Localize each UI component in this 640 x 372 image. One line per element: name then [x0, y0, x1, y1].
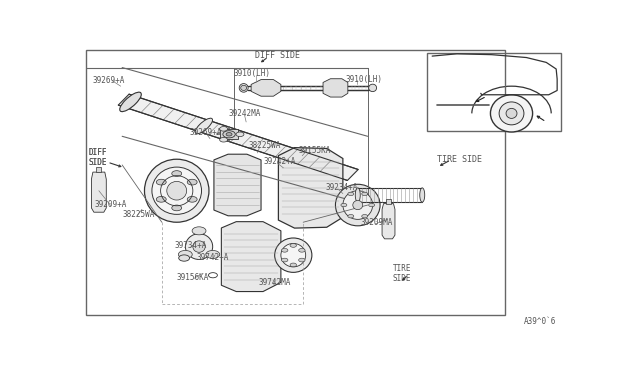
- Text: 39242MA: 39242MA: [229, 109, 261, 118]
- Ellipse shape: [282, 258, 288, 262]
- Ellipse shape: [236, 132, 244, 137]
- Ellipse shape: [226, 132, 232, 136]
- Ellipse shape: [290, 244, 296, 247]
- Text: 39242+A: 39242+A: [264, 157, 296, 166]
- Polygon shape: [118, 94, 358, 180]
- Text: 39209+A: 39209+A: [95, 200, 127, 209]
- Ellipse shape: [282, 248, 288, 252]
- Ellipse shape: [369, 84, 376, 92]
- Ellipse shape: [167, 182, 187, 200]
- Ellipse shape: [353, 201, 363, 210]
- Ellipse shape: [348, 215, 354, 218]
- Ellipse shape: [281, 243, 306, 267]
- Ellipse shape: [188, 179, 197, 185]
- Bar: [428, 53, 561, 131]
- Text: 39734+A: 39734+A: [174, 241, 207, 250]
- Text: A39^0`6: A39^0`6: [524, 317, 556, 326]
- Text: DIFF
SIDE: DIFF SIDE: [89, 148, 108, 167]
- Polygon shape: [323, 79, 348, 97]
- Bar: [86, 50, 505, 315]
- Text: TIRE
SIDE: TIRE SIDE: [392, 264, 411, 283]
- Ellipse shape: [420, 188, 425, 202]
- Ellipse shape: [179, 250, 192, 259]
- Text: 39269+A: 39269+A: [189, 128, 221, 137]
- Text: 38225WA: 38225WA: [249, 141, 281, 150]
- Ellipse shape: [172, 171, 182, 176]
- Ellipse shape: [275, 238, 312, 272]
- Ellipse shape: [220, 126, 228, 131]
- Ellipse shape: [369, 203, 374, 207]
- Polygon shape: [214, 154, 261, 216]
- Text: 39155KA: 39155KA: [298, 145, 331, 154]
- Ellipse shape: [362, 215, 367, 218]
- Polygon shape: [382, 203, 395, 239]
- Ellipse shape: [188, 196, 197, 202]
- Ellipse shape: [348, 192, 354, 196]
- Text: 39742+A: 39742+A: [196, 253, 229, 262]
- Ellipse shape: [343, 191, 372, 219]
- Ellipse shape: [239, 84, 248, 92]
- Text: 38225WA: 38225WA: [122, 210, 154, 219]
- Polygon shape: [220, 129, 238, 140]
- Ellipse shape: [499, 102, 524, 125]
- Ellipse shape: [192, 227, 206, 235]
- Polygon shape: [221, 222, 281, 292]
- Text: DIFF SIDE: DIFF SIDE: [255, 51, 300, 60]
- Ellipse shape: [156, 179, 166, 185]
- Ellipse shape: [290, 263, 296, 267]
- Ellipse shape: [490, 95, 532, 132]
- Ellipse shape: [241, 85, 246, 90]
- Ellipse shape: [362, 192, 367, 196]
- Text: 39269+A: 39269+A: [92, 76, 125, 85]
- Ellipse shape: [299, 248, 305, 252]
- Ellipse shape: [152, 167, 202, 214]
- Ellipse shape: [335, 184, 380, 226]
- Text: 39234+A: 39234+A: [326, 183, 358, 192]
- Ellipse shape: [172, 205, 182, 211]
- Text: DIFF
SIDE: DIFF SIDE: [89, 148, 108, 167]
- Ellipse shape: [206, 250, 220, 259]
- Ellipse shape: [156, 196, 166, 202]
- Ellipse shape: [223, 131, 236, 138]
- Text: 39156KA: 39156KA: [177, 273, 209, 282]
- Ellipse shape: [145, 159, 209, 222]
- Text: 3910(LH): 3910(LH): [234, 69, 271, 78]
- Ellipse shape: [186, 234, 212, 260]
- Ellipse shape: [195, 118, 212, 134]
- Polygon shape: [278, 148, 343, 228]
- Polygon shape: [92, 172, 106, 212]
- Ellipse shape: [355, 188, 360, 202]
- Ellipse shape: [299, 258, 305, 262]
- Ellipse shape: [341, 203, 347, 207]
- Bar: [97, 167, 101, 172]
- Text: TIRE SIDE: TIRE SIDE: [437, 155, 482, 164]
- Polygon shape: [251, 80, 281, 96]
- Text: 39742MA: 39742MA: [259, 279, 291, 288]
- Text: 3910(LH): 3910(LH): [346, 75, 382, 84]
- Text: 39209MA: 39209MA: [360, 218, 392, 227]
- Ellipse shape: [506, 108, 517, 118]
- Ellipse shape: [120, 92, 141, 112]
- Ellipse shape: [179, 255, 189, 261]
- Ellipse shape: [193, 241, 205, 252]
- Ellipse shape: [220, 138, 228, 142]
- Bar: [386, 199, 391, 203]
